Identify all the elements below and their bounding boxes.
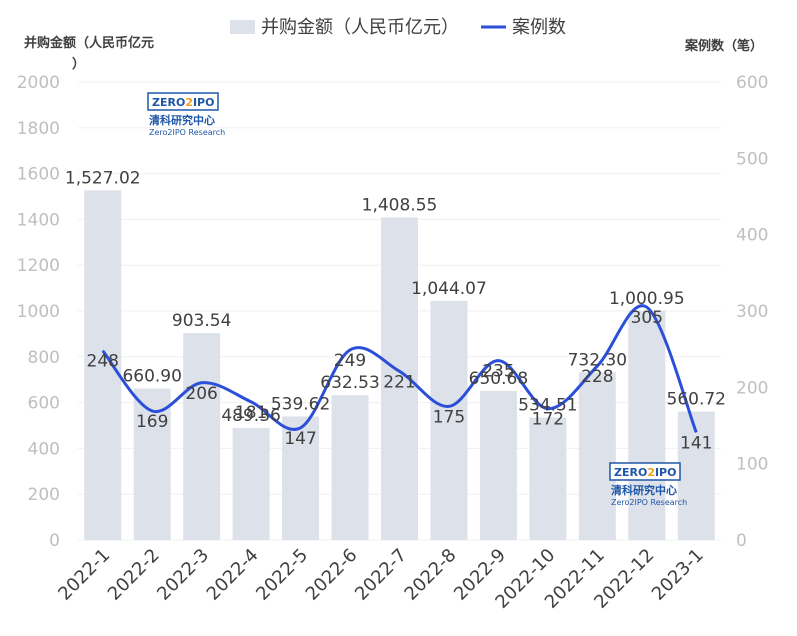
right-axis-title: 案例数（笔） bbox=[684, 38, 763, 54]
line-value-label: 305 bbox=[631, 308, 663, 328]
bar-value-label: 732.30 bbox=[568, 350, 627, 370]
line-value-label: 181 bbox=[235, 403, 267, 423]
x-tick-label: 2022-3 bbox=[153, 545, 213, 605]
logo-cn: 清科研究中心 bbox=[149, 113, 215, 127]
left-axis-ticks: 0 200 400 600 800 1000 1200 1400 1600 1800 2000 bbox=[17, 73, 60, 551]
line-value-label: 221 bbox=[383, 372, 415, 392]
left-tick-label: 2000 bbox=[17, 73, 60, 93]
bar-value-label: 1,044.07 bbox=[411, 279, 487, 299]
line-value-label: 235 bbox=[482, 362, 514, 382]
bar-value-label: 539.62 bbox=[271, 394, 330, 414]
left-tick-label: 1000 bbox=[17, 302, 60, 322]
x-tick-label: 2022-1 bbox=[54, 545, 114, 605]
line-value-label: 206 bbox=[185, 384, 217, 404]
x-tick-label: 2022-8 bbox=[401, 545, 461, 605]
left-tick-label: 200 bbox=[28, 485, 60, 505]
left-tick-label: 1600 bbox=[17, 165, 60, 185]
bar bbox=[628, 310, 666, 540]
bar-value-label: 1,408.55 bbox=[362, 195, 438, 215]
right-axis-ticks: 0 100 200 300 400 500 600 bbox=[736, 73, 768, 551]
line-value-label: 175 bbox=[433, 407, 465, 427]
left-tick-label: 1200 bbox=[17, 256, 60, 276]
logo-en: Zero2IPO Research bbox=[611, 498, 687, 507]
bar-value-label: 903.54 bbox=[172, 311, 231, 331]
right-tick-label: 300 bbox=[736, 302, 768, 322]
right-tick-label: 100 bbox=[736, 455, 768, 475]
x-tick-label: 2022-2 bbox=[104, 545, 164, 605]
logo-name: ZERO2IPO bbox=[614, 466, 676, 479]
line-value-label: 248 bbox=[87, 352, 119, 372]
bar-series bbox=[84, 190, 715, 540]
bar bbox=[282, 416, 320, 540]
x-tick-label: 2022-7 bbox=[351, 545, 411, 605]
line-value-label: 249 bbox=[334, 351, 366, 371]
line-value-label: 169 bbox=[136, 412, 168, 432]
bar bbox=[183, 333, 221, 540]
logo-cn: 清科研究中心 bbox=[611, 483, 677, 497]
bar bbox=[479, 390, 517, 540]
bar bbox=[84, 190, 122, 540]
left-tick-label: 1800 bbox=[17, 119, 60, 139]
bar bbox=[578, 372, 616, 540]
bar-value-label: 660.90 bbox=[122, 367, 181, 387]
left-tick-label: 0 bbox=[49, 531, 60, 551]
line-value-label: 228 bbox=[581, 367, 613, 387]
bar bbox=[133, 388, 171, 540]
bar-value-label: 534.51 bbox=[518, 396, 577, 416]
logo-frame bbox=[609, 462, 681, 481]
left-tick-label: 600 bbox=[28, 394, 60, 414]
right-tick-label: 400 bbox=[736, 226, 768, 246]
left-tick-label: 1400 bbox=[17, 210, 60, 230]
bar bbox=[529, 417, 567, 540]
right-tick-label: 600 bbox=[736, 73, 768, 93]
bar-value-label: 560.72 bbox=[667, 390, 726, 410]
x-tick-label: 2022-5 bbox=[252, 545, 312, 605]
logo-name: ZERO2IPO bbox=[152, 96, 214, 109]
bar-value-label: 489.36 bbox=[221, 406, 280, 426]
bar-value-label: 1,527.02 bbox=[65, 168, 141, 188]
bar-value-label: 632.53 bbox=[320, 373, 379, 393]
logo-frame bbox=[147, 92, 219, 111]
bar bbox=[381, 217, 418, 540]
x-tick-label: 2022-4 bbox=[203, 545, 263, 605]
logo-zero2ipo-bottom: ZERO2IPO 清科研究中心 Zero2IPO Research bbox=[609, 462, 687, 507]
right-tick-label: 0 bbox=[736, 531, 747, 551]
x-tick-label: 2022-6 bbox=[302, 545, 362, 605]
logo-zero2ipo-top: ZERO2IPO 清科研究中心 Zero2IPO Research bbox=[147, 92, 225, 137]
bar bbox=[232, 427, 270, 540]
line-series bbox=[101, 304, 698, 433]
bar-value-label: 650.68 bbox=[469, 369, 528, 389]
legend-bar-label: 并购金额（人民币亿元） bbox=[261, 17, 459, 38]
right-tick-label: 200 bbox=[736, 378, 768, 398]
logo-en: Zero2IPO Research bbox=[149, 128, 225, 137]
right-tick-label: 500 bbox=[736, 149, 768, 169]
legend: 并购金额（人民币亿元） 案例数 bbox=[230, 17, 566, 38]
bar bbox=[430, 300, 468, 540]
line-value-label: 172 bbox=[532, 410, 564, 430]
left-axis-title: 并购金额（人民币亿元 ） bbox=[24, 35, 159, 72]
legend-bar-swatch bbox=[230, 20, 255, 34]
x-tick-label: 2023-1 bbox=[648, 545, 708, 605]
left-tick-label: 800 bbox=[28, 348, 60, 368]
line-value-label: 141 bbox=[680, 433, 712, 453]
case-count-line bbox=[101, 304, 698, 433]
x-axis-ticks: 2022-12022-22022-32022-42022-52022-62022… bbox=[54, 545, 707, 613]
legend-line-label: 案例数 bbox=[512, 17, 566, 38]
left-tick-label: 400 bbox=[28, 439, 60, 459]
bar bbox=[677, 411, 715, 540]
bar bbox=[331, 395, 369, 540]
bar-value-label: 1,000.95 bbox=[609, 289, 685, 309]
line-value-label: 147 bbox=[284, 429, 316, 449]
